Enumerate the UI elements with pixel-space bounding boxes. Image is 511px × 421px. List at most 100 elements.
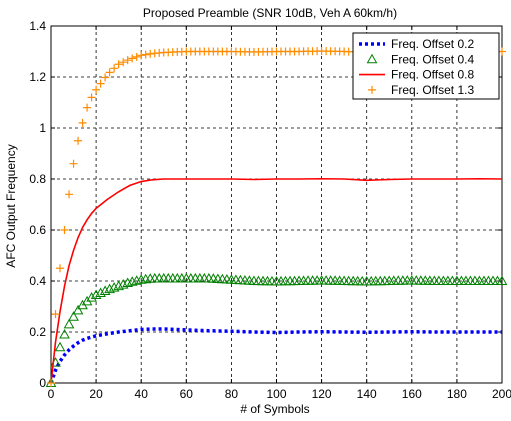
series-marker bbox=[293, 275, 305, 285]
series-marker bbox=[63, 318, 75, 329]
x-tick-label: 180 bbox=[447, 387, 467, 401]
series-marker bbox=[114, 60, 123, 69]
series-marker bbox=[90, 289, 102, 300]
x-tick-label: 160 bbox=[402, 387, 422, 401]
series-marker bbox=[320, 275, 332, 285]
x-tick-label: 100 bbox=[266, 387, 286, 401]
series-marker bbox=[438, 275, 449, 285]
legend-label: Freq. Offset 0.4 bbox=[391, 52, 474, 66]
series-marker bbox=[298, 275, 309, 285]
series-marker bbox=[442, 275, 454, 285]
series-marker bbox=[424, 275, 436, 285]
series-marker bbox=[47, 379, 55, 387]
y-tick-label: 0.4 bbox=[29, 274, 46, 288]
y-tick-label: 1.4 bbox=[29, 19, 46, 33]
series-marker bbox=[113, 280, 125, 291]
series-marker bbox=[132, 52, 141, 61]
series-marker bbox=[137, 51, 146, 60]
series-marker bbox=[401, 275, 413, 285]
y-tick-label: 0 bbox=[39, 376, 46, 390]
legend-swatch bbox=[366, 53, 378, 64]
series-2 bbox=[45, 272, 508, 387]
x-tick-label: 40 bbox=[135, 387, 149, 401]
x-tick-label: 0 bbox=[48, 387, 55, 401]
series-marker bbox=[65, 190, 74, 199]
chart-title: Proposed Preamble (SNR 10dB, Veh A 60km/… bbox=[143, 6, 397, 20]
series-marker bbox=[92, 85, 101, 94]
series-marker bbox=[60, 226, 69, 234]
series-marker bbox=[465, 275, 476, 285]
series-marker bbox=[122, 277, 134, 288]
series-marker bbox=[95, 287, 106, 297]
series-marker bbox=[496, 275, 508, 285]
axes-ticks: 0 20 40 60 80 100 120 140 160 180 200 0 0.2 0.4 0.6 0.8… bbox=[29, 19, 511, 401]
series-marker bbox=[392, 275, 404, 285]
series-marker bbox=[104, 283, 115, 294]
series-marker bbox=[69, 159, 78, 168]
series-marker bbox=[83, 103, 92, 112]
series-marker bbox=[108, 282, 120, 292]
legend-label: Freq. Offset 0.2 bbox=[391, 37, 474, 51]
series-marker bbox=[307, 275, 318, 285]
series-layer bbox=[45, 46, 508, 387]
series-marker bbox=[56, 264, 65, 273]
series-marker bbox=[383, 275, 395, 285]
series-marker bbox=[110, 64, 119, 73]
series-marker bbox=[141, 50, 150, 59]
series-marker bbox=[54, 341, 66, 352]
legend-swatch bbox=[368, 85, 376, 94]
y-tick-label: 0.8 bbox=[29, 172, 46, 186]
series-marker bbox=[415, 275, 427, 285]
series-marker bbox=[487, 275, 499, 285]
series-marker bbox=[117, 279, 129, 289]
x-tick-label: 60 bbox=[180, 387, 194, 401]
series-marker bbox=[428, 275, 440, 285]
series-marker bbox=[334, 275, 345, 285]
series-marker bbox=[397, 275, 409, 285]
series-3 bbox=[50, 177, 503, 384]
series-marker bbox=[87, 93, 96, 102]
series-marker bbox=[311, 275, 323, 285]
series-line bbox=[50, 177, 503, 384]
legend-label: Freq. Offset 1.3 bbox=[391, 83, 474, 97]
x-tick-label: 200 bbox=[492, 387, 511, 401]
series-marker bbox=[96, 79, 105, 88]
x-axis-label: # of Symbols bbox=[240, 402, 309, 416]
y-tick-label: 0.2 bbox=[29, 325, 46, 339]
series-marker bbox=[433, 275, 445, 285]
series-marker bbox=[68, 311, 79, 321]
series-marker bbox=[128, 54, 137, 63]
y-tick-label: 0.6 bbox=[29, 223, 46, 237]
series-marker bbox=[329, 275, 341, 285]
series-marker bbox=[86, 292, 97, 302]
series-marker bbox=[105, 68, 114, 77]
series-marker bbox=[456, 275, 467, 285]
series-1 bbox=[49, 327, 502, 384]
y-tick-label: 1.2 bbox=[29, 70, 46, 84]
legend-label: Freq. Offset 0.8 bbox=[391, 68, 474, 82]
series-marker bbox=[72, 304, 84, 315]
x-tick-label: 20 bbox=[89, 387, 103, 401]
series-marker bbox=[119, 58, 128, 67]
series-marker bbox=[101, 73, 110, 82]
series-marker bbox=[474, 275, 485, 285]
series-marker bbox=[469, 275, 481, 285]
series-marker bbox=[123, 56, 132, 65]
series-marker bbox=[99, 285, 111, 295]
x-tick-label: 140 bbox=[357, 387, 377, 401]
series-marker bbox=[447, 275, 458, 285]
series-marker bbox=[388, 275, 400, 285]
series-marker bbox=[325, 275, 336, 285]
series-marker bbox=[302, 275, 314, 285]
series-marker bbox=[410, 275, 422, 285]
series-marker bbox=[338, 275, 350, 285]
series-line bbox=[49, 327, 502, 384]
series-marker bbox=[74, 136, 83, 145]
series-marker bbox=[51, 310, 60, 319]
series-marker bbox=[78, 118, 87, 127]
series-marker bbox=[460, 275, 472, 285]
x-tick-label: 120 bbox=[312, 387, 332, 401]
series-marker bbox=[478, 275, 490, 285]
